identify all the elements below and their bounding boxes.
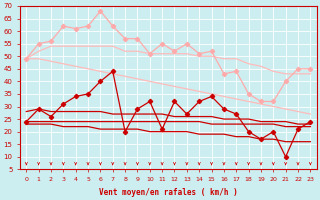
X-axis label: Vent moyen/en rafales ( km/h ): Vent moyen/en rafales ( km/h ): [99, 188, 238, 197]
